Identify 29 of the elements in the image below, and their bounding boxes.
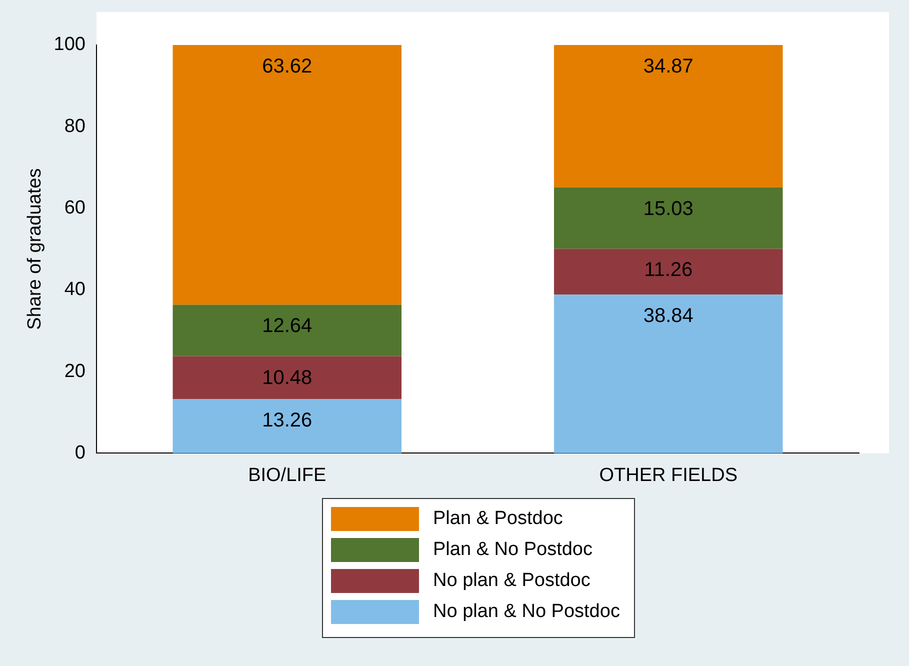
- data-label: 12.64: [262, 315, 312, 338]
- bar: [554, 294, 783, 454]
- y-tick-label: 100: [54, 34, 86, 56]
- y-tick-label: 20: [64, 360, 86, 382]
- x-tick-label: OTHER FIELDS: [599, 464, 738, 486]
- legend-label: Plan & No Postdoc: [433, 539, 592, 561]
- data-label: 11.26: [644, 259, 693, 282]
- data-label: 38.84: [643, 305, 694, 328]
- y-tick-label: 80: [64, 116, 86, 137]
- y-axis-title: Share of graduates: [24, 168, 46, 330]
- bar: [172, 356, 402, 400]
- bar: [554, 45, 783, 188]
- y-tick-label: 0: [74, 442, 86, 464]
- data-label: 63.62: [262, 56, 312, 78]
- bar: [554, 187, 783, 249]
- x-tick-label: BIO/LIFE: [248, 464, 326, 486]
- bar: [172, 399, 402, 454]
- data-label: 13.26: [262, 410, 312, 432]
- y-tick-label: 40: [64, 279, 86, 300]
- data-label: 10.48: [262, 366, 312, 389]
- legend-label: No plan & Postdoc: [433, 570, 590, 592]
- data-label: 15.03: [643, 198, 694, 220]
- y-tick-label: 60: [64, 198, 86, 219]
- bar: [172, 304, 402, 356]
- legend-label: Plan & Postdoc: [433, 508, 563, 530]
- bar: [172, 45, 402, 305]
- legend-label: No plan & No Postdoc: [433, 601, 620, 623]
- bar: [554, 248, 783, 295]
- data-label: 34.87: [643, 56, 694, 78]
